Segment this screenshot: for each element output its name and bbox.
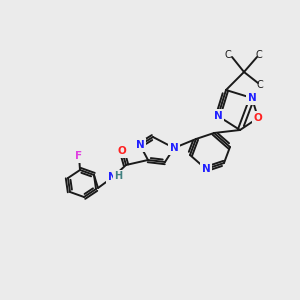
Text: H: H (114, 171, 122, 181)
Text: C: C (256, 80, 263, 90)
Text: O: O (118, 146, 126, 156)
Text: N: N (169, 143, 178, 153)
Text: F: F (75, 151, 82, 161)
Text: N: N (248, 93, 256, 103)
Text: O: O (254, 113, 262, 123)
Text: N: N (136, 140, 144, 150)
Text: N: N (202, 164, 210, 174)
Text: C: C (225, 50, 231, 60)
Text: N: N (108, 172, 116, 182)
Text: C: C (256, 50, 262, 60)
Text: N: N (214, 111, 222, 121)
